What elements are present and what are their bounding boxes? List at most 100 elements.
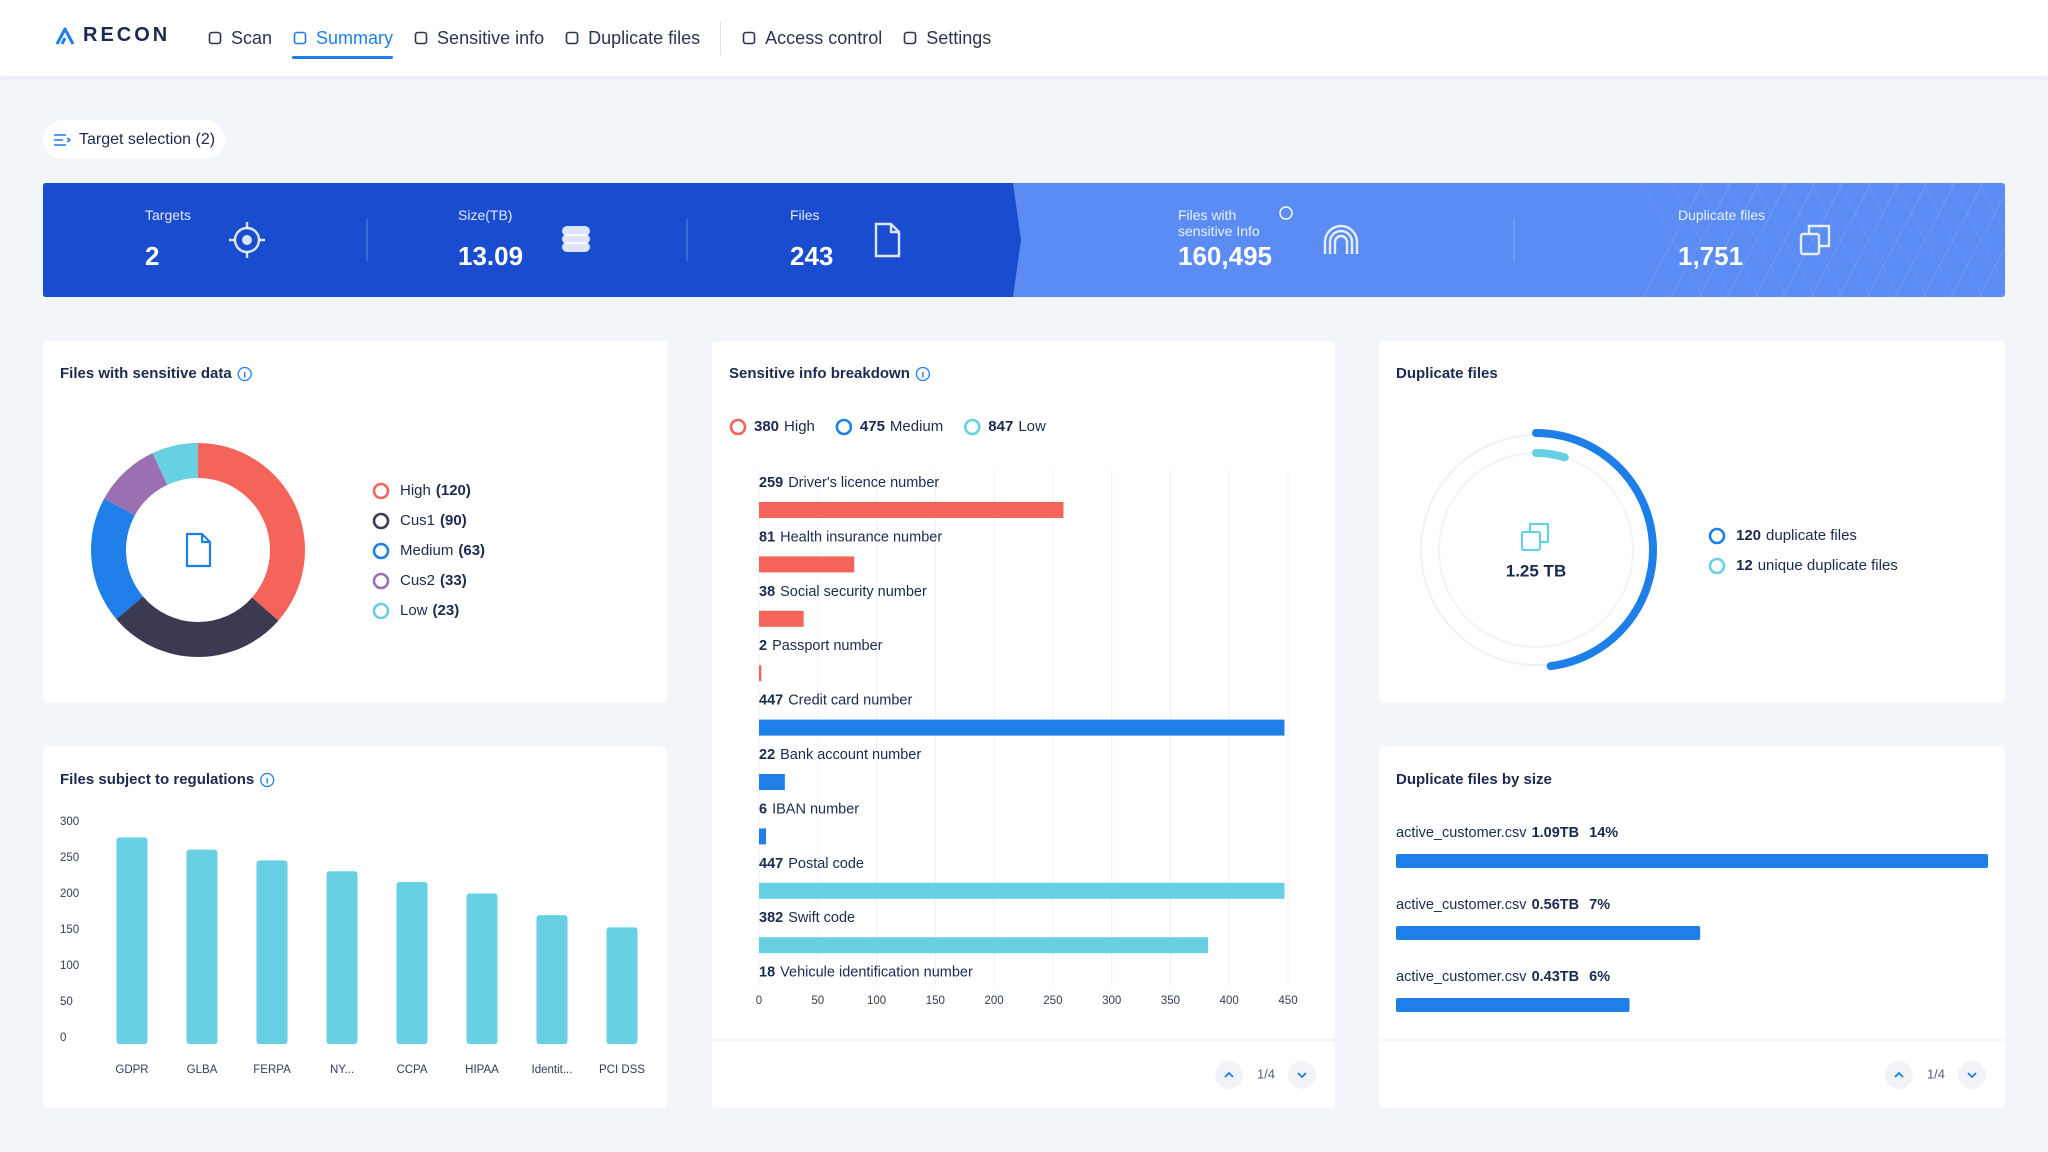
page-up[interactable] (1215, 1061, 1243, 1089)
stat-value: 243 (790, 241, 834, 271)
chevron (1967, 1072, 1977, 1079)
panel: Duplicate files 120 duplicate files 12 uniqu… (1379, 341, 2005, 703)
bar (1396, 998, 1630, 1012)
bars: 259 Driver's licence number 81 Health insur… (759, 475, 1285, 977)
legend-value: (23) (433, 602, 460, 619)
bar (536, 915, 568, 1044)
bar-label: 6 IBAN number (759, 801, 859, 817)
pattern-line (1782, 183, 1844, 297)
stat-value: 13.09 (458, 241, 524, 271)
chart: Files with sensitive data High (120)Cus1 (9… (60, 365, 485, 658)
donut-segment (116, 596, 279, 658)
nav-item[interactable]: Summary (292, 0, 394, 76)
stats-band: Targets 2 Size(TB) 13.09 Files 243 Files with … (43, 183, 2005, 297)
pattern-line (1726, 183, 1788, 297)
icon-shape (903, 31, 917, 45)
bar-name: Health insurance number (780, 529, 942, 545)
legend-entry: Cus2 (33) (400, 572, 467, 589)
bar (116, 837, 148, 1044)
donut-segment (198, 443, 306, 621)
file-size: 1.09TB (1532, 825, 1580, 841)
legend-marker (372, 542, 390, 560)
logo-icon (55, 27, 75, 45)
stat-icon (562, 226, 590, 252)
target-selection[interactable]: Target selection (2) (43, 120, 226, 159)
nav-label: Summary (316, 27, 394, 48)
pattern-line (1670, 183, 1732, 297)
bar (759, 556, 855, 573)
x-tick-label: 400 (1220, 995, 1239, 1007)
panel: Duplicate files by size active_customer.c… (1379, 747, 2005, 1108)
legend-value: 12 (1736, 557, 1753, 574)
bar-name: IBAN number (772, 801, 859, 817)
pattern-line (1978, 246, 2005, 297)
bar-name: Postal code (788, 856, 864, 872)
legend-name: Low (400, 602, 428, 619)
icon-shape (562, 234, 590, 244)
x-tick-label: CCPA (396, 1064, 427, 1076)
legend-entry: 380 High (754, 418, 815, 435)
y-tick-label: 150 (60, 924, 79, 936)
file-name: active_customer.csv (1396, 897, 1527, 913)
page-down[interactable] (1958, 1061, 1986, 1089)
bar-name: Swift code (788, 910, 855, 926)
legend-marker (372, 602, 390, 620)
pattern-line (1642, 183, 1704, 297)
pattern-line (1922, 183, 1984, 297)
chart: Duplicate files by size active_customer.c… (1379, 771, 2005, 1089)
pattern-line (1754, 183, 1816, 297)
legend-name: Medium (890, 418, 943, 435)
bar-value: 259 (759, 475, 783, 491)
y-tick-label: 250 (60, 852, 79, 864)
icon-shape (208, 31, 222, 45)
legend-marker (729, 418, 747, 436)
nav-icon (208, 31, 222, 45)
legend-name: unique duplicate files (1758, 557, 1898, 574)
page-up[interactable] (1885, 1061, 1913, 1089)
nav-item[interactable]: Duplicate files (564, 0, 700, 76)
legend-entry: 12 unique duplicate files (1736, 557, 1898, 574)
file-size: 0.43TB (1532, 969, 1580, 985)
logo-text: RECON (83, 24, 171, 46)
legend-entry: 847 Low (988, 418, 1046, 435)
bar-name: Social security number (780, 584, 927, 600)
stat-label: Duplicate files (1678, 207, 1766, 223)
chart: Duplicate files 120 duplicate files 12 uniqu… (1396, 365, 1898, 671)
nav-item[interactable]: Settings (902, 0, 991, 76)
panel: Sensitive info breakdown 380 High 475 Medium… (712, 341, 1335, 1108)
pattern-line (1838, 183, 1900, 297)
nav-icon (742, 31, 756, 45)
icon-shape (242, 235, 252, 245)
x-tick-label: GLBA (187, 1064, 218, 1076)
legend-entry: 120 duplicate files (1736, 527, 1857, 544)
file-share: 6% (1589, 969, 1610, 985)
copy-icon (1520, 530, 1542, 552)
stat-icon (1799, 224, 1831, 256)
bar-value: 447 (759, 856, 783, 872)
bar-label: 38 Social security number (759, 584, 927, 600)
bar-name: Driver's licence number (788, 475, 939, 491)
nav-item[interactable]: Access control (741, 0, 882, 76)
page-down[interactable] (1288, 1061, 1316, 1089)
button-bg (1215, 1061, 1243, 1089)
row-label: active_customer.csv 0.43TB 6% (1396, 969, 1610, 985)
panel-title: Files with sensitive data (60, 365, 232, 382)
file-share: 7% (1589, 897, 1610, 913)
nav-item[interactable]: Scan (207, 0, 272, 76)
bar (759, 937, 1209, 954)
panel-title: Duplicate files by size (1396, 771, 1552, 788)
button-bg (1885, 1061, 1913, 1089)
legend-entry: Cus1 (90) (400, 512, 467, 529)
y-tick-label: 50 (60, 996, 73, 1008)
legend-value: (120) (436, 482, 471, 499)
pattern-line (1670, 183, 1732, 297)
logo[interactable]: RECON (55, 24, 170, 47)
nav-item[interactable]: Sensitive info (413, 0, 544, 76)
bar-label: 447 Credit card number (759, 692, 912, 708)
x-tick-label: PCI DSS (599, 1064, 645, 1076)
bar-value: 447 (759, 692, 783, 708)
y-tick-label: 100 (60, 960, 79, 972)
panel: Files with sensitive data High (120) Cus1 (9… (43, 341, 667, 703)
icon-shape (562, 226, 590, 236)
bar-value: 382 (759, 910, 783, 926)
